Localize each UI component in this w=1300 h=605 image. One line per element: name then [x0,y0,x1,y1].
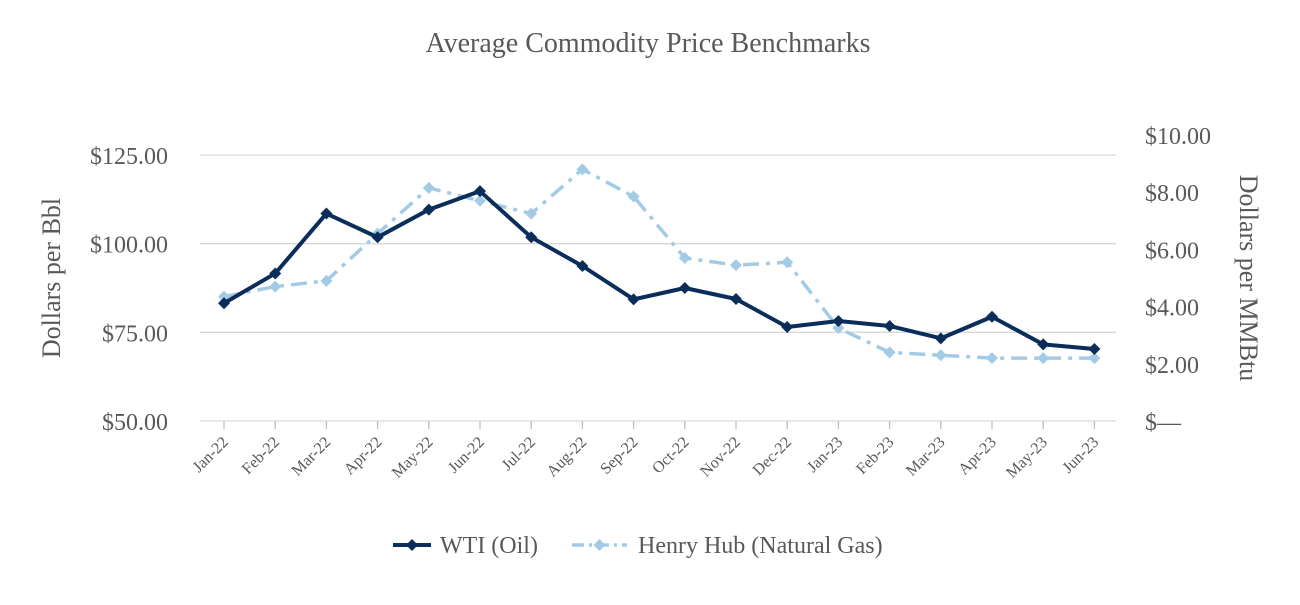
y-right-tick-label: $4.00 [1145,296,1199,322]
data-point-marker [730,259,742,272]
y-right-tick-label: $10.00 [1145,124,1211,150]
data-point-marker [730,292,742,305]
data-point-marker [832,314,845,327]
x-tick-label: Jul-22 [499,434,539,474]
series-line [222,189,1095,351]
data-point-marker [218,297,230,310]
data-point-marker [525,231,538,244]
data-point-marker [883,319,896,332]
data-point-marker [781,256,794,269]
data-point-marker [422,181,435,194]
x-tick-label: May-23 [1003,434,1051,482]
x-tick-label: Oct-22 [649,434,692,477]
series-line [223,167,1095,360]
series-wti-oil [218,185,1101,356]
legend-label: Henry Hub (Natural Gas) [638,533,883,559]
x-tick-label: Mar-22 [288,434,334,480]
y-right-tick-label: $6.00 [1145,238,1199,264]
x-axis-ticks: Jan-22 Feb-22 Mar-22 Apr-22 May-22 Jun-22 Jul-… [190,421,1102,482]
x-tick-label: Mar-23 [903,434,949,480]
gridlines [200,154,1116,422]
data-point-marker [422,203,435,216]
data-point-marker [474,185,486,198]
y-left-tick-label: $100.00 [90,233,168,259]
data-point-marker [883,346,896,359]
y-left-tick-label: $125.00 [90,144,168,170]
data-point-marker [320,207,333,220]
y-right-tick-label: $8.00 [1145,181,1199,207]
data-point-marker [1088,343,1101,356]
data-point-marker [1088,352,1101,365]
y-axis-right-ticks: $10.00 $8.00 $6.00 $4.00 $2.00 $— [1145,124,1211,436]
data-point-marker [627,293,640,306]
data-point-marker [576,260,589,273]
x-tick-label: Dec-22 [750,434,795,479]
data-point-marker [474,194,486,207]
data-point-marker [678,251,691,264]
legend-swatch-marker [593,539,606,551]
x-tick-label: Sep-22 [597,434,641,478]
legend-item: WTI (Oil) [393,533,538,559]
x-tick-label: May-22 [389,434,437,482]
y-left-tick-label: $75.00 [102,321,168,347]
x-tick-label: Apr-22 [341,434,385,478]
data-point-marker [678,282,691,294]
y-left-tick-label: $50.00 [102,410,168,436]
data-point-marker [1037,352,1050,365]
y-axis-left-ticks: $125.00 $100.00 $75.00 $50.00 [90,144,168,436]
x-tick-label: Apr-23 [955,434,999,478]
data-point-marker [986,310,998,323]
data-point-marker [576,163,589,176]
y-right-tick-label: $— [1145,410,1182,436]
y-axis-right-title: Dollars per MMBtu [1234,175,1263,382]
data-point-marker [627,190,640,203]
y-axis-left-title: Dollars per Bbl [37,198,66,358]
data-point-marker [320,274,333,287]
legend: WTI (Oil) Henry Hub (Natural Gas) [393,533,883,559]
legend-label: WTI (Oil) [440,533,538,559]
data-point-marker [525,207,538,220]
data-point-marker [1037,338,1050,351]
data-point-marker [781,321,794,334]
series-layer [218,163,1101,365]
data-point-marker [934,332,947,345]
x-tick-label: Jan-22 [190,434,232,476]
y-right-tick-label: $2.00 [1145,353,1199,379]
x-tick-label: Jun-22 [445,434,488,477]
legend-item: Henry Hub (Natural Gas) [572,533,883,559]
data-point-marker [832,322,845,335]
data-point-marker [986,352,998,365]
x-tick-label: Feb-23 [853,434,897,478]
data-point-marker [269,280,282,293]
x-tick-label: Jan-23 [804,434,846,476]
x-tick-label: Nov-22 [697,434,744,481]
x-tick-label: Jun-23 [1059,434,1102,477]
data-point-marker [934,349,947,362]
x-tick-label: Aug-22 [544,434,591,481]
chart-title: Average Commodity Price Benchmarks [425,28,870,59]
data-point-marker [269,267,282,280]
series-henry-hub-gas [218,163,1101,365]
x-tick-label: Feb-22 [239,434,283,478]
legend-swatch-marker [406,539,418,551]
data-point-marker [371,231,384,244]
